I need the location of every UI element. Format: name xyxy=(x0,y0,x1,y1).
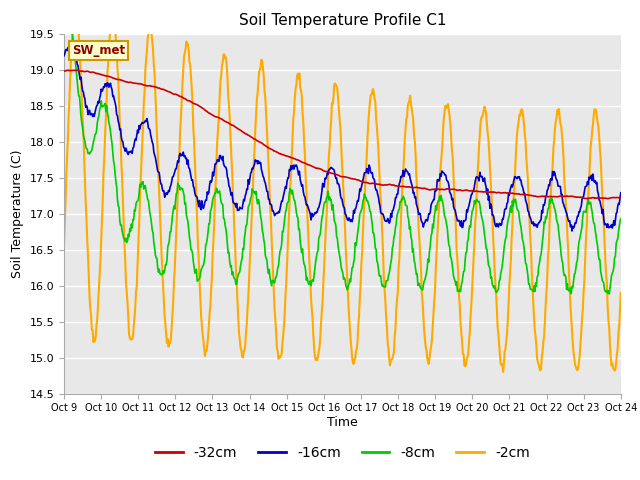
Title: Soil Temperature Profile C1: Soil Temperature Profile C1 xyxy=(239,13,446,28)
Text: SW_met: SW_met xyxy=(72,44,125,58)
X-axis label: Time: Time xyxy=(327,416,358,429)
Legend: -32cm, -16cm, -8cm, -2cm: -32cm, -16cm, -8cm, -2cm xyxy=(149,441,536,466)
Y-axis label: Soil Temperature (C): Soil Temperature (C) xyxy=(11,149,24,278)
